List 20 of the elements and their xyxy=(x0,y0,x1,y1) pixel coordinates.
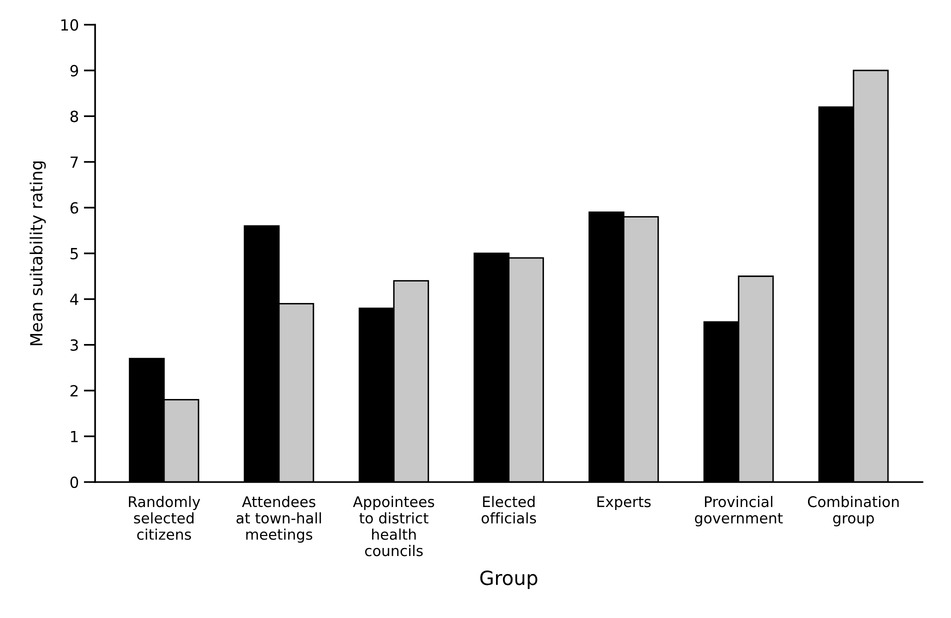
x-axis-title: Group xyxy=(480,570,538,589)
y-tick-label: 2 xyxy=(70,385,78,396)
x-tick-label: Experts xyxy=(597,496,651,510)
x-tick-label: Attendees at town-hall meetings xyxy=(236,496,321,543)
y-tick-label: 7 xyxy=(70,156,78,168)
x-tick-label: Randomly selected citizens xyxy=(128,496,200,540)
x-tick-label: Appointees to district health councils xyxy=(353,496,434,556)
y-axis-title: Mean suitability rating xyxy=(30,161,46,346)
y-tick-label: 9 xyxy=(70,64,78,76)
x-tick-label: Elected officials xyxy=(482,496,536,524)
y-tick-label: 1 xyxy=(71,430,78,442)
y-tick-label: 4 xyxy=(70,294,78,305)
y-tick-label: 0 xyxy=(70,476,78,488)
y-tick-label: 8 xyxy=(70,110,78,122)
y-tick-label: 10 xyxy=(61,19,78,31)
x-tick-label: Combination group xyxy=(808,496,899,526)
y-tick-label: 6 xyxy=(70,202,78,214)
x-tick-label: Provincial government xyxy=(694,496,783,526)
y-tick-label: 3 xyxy=(70,339,78,351)
y-tick-label: 5 xyxy=(70,248,78,260)
